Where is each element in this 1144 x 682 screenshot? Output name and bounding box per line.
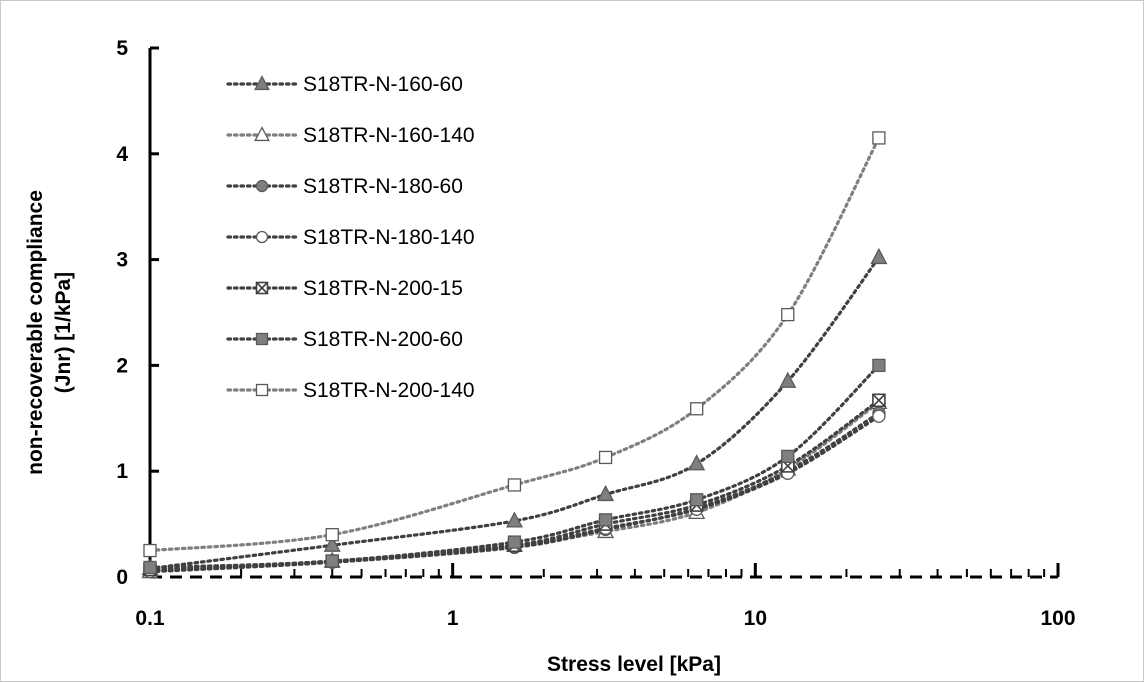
data-point-S18TR-N-160-60 (597, 484, 615, 502)
data-point-S18TR-N-200-60 (690, 493, 704, 507)
axes: 0 1 2 3 4 5 0.1 1 10 100 (116, 37, 1075, 630)
legend-label: S18TR-N-200-15 (303, 277, 463, 300)
legend-marker (255, 179, 269, 193)
data-point-S18TR-N-200-60 (143, 560, 157, 575)
data-point-S18TR-N-200-140 (872, 131, 886, 145)
data-point-S18TR-N-160-60 (870, 247, 888, 265)
data-point-S18TR-N-200-15 (872, 393, 886, 408)
y-tick-label: 0 (116, 566, 128, 589)
y-axis-title-line1: non-recoverable compliance (24, 190, 47, 475)
x-tick-label: 0.1 (135, 607, 165, 630)
y-axis-title: non-recoverable compliance (Jnr) [1/kPa] (24, 190, 75, 475)
legend-item: S18TR-N-200-140 (226, 379, 475, 402)
data-point-S18TR-N-200-60 (781, 449, 795, 464)
y-tick-label: 2 (116, 354, 128, 377)
y-tick-label: 3 (116, 249, 128, 272)
legend-marker (254, 75, 270, 91)
y-tick-label: 4 (116, 143, 128, 166)
legend: S18TR-N-160-60 S18TR-N-160-140 S18TR-N-180… (226, 73, 475, 402)
legend-label: S18TR-N-180-140 (303, 226, 475, 249)
marker-cross (255, 281, 269, 295)
legend-item: S18TR-N-180-60 (226, 175, 463, 198)
legend-label: S18TR-N-200-140 (303, 379, 475, 402)
legend-label: S18TR-N-200-60 (303, 328, 463, 351)
series-lines (148, 136, 881, 574)
data-point-S18TR-N-200-140 (598, 450, 613, 465)
data-point-S18TR-N-200-140 (507, 478, 522, 492)
legend-label: S18TR-N-180-60 (303, 175, 463, 198)
data-point-S18TR-N-200-60 (872, 358, 886, 373)
data-point-S18TR-N-200-140 (781, 307, 795, 322)
data-point-S18TR-N-200-140 (143, 543, 157, 558)
legend-label: S18TR-N-160-60 (303, 73, 463, 96)
x-tick-label: 1 (447, 607, 459, 630)
legend-marker (255, 332, 269, 346)
legend-item: S18TR-N-160-140 (226, 124, 475, 147)
legend-item: S18TR-N-180-140 (226, 226, 475, 249)
legend-marker (255, 230, 269, 244)
data-point-S18TR-N-160-60 (505, 511, 523, 528)
y-axis-title-line2: (Jnr) [1/kPa] (52, 272, 75, 393)
marker-cross (872, 393, 886, 407)
data-point-S18TR-N-200-140 (690, 402, 704, 416)
data-point-S18TR-N-160-60 (688, 454, 706, 471)
legend-item: S18TR-N-160-60 (226, 73, 463, 96)
x-tick-label: 100 (1040, 607, 1075, 630)
series-line-S18TR-N-200-60 (148, 363, 881, 570)
legend-item: S18TR-N-200-60 (226, 328, 463, 351)
series-points (141, 131, 888, 579)
data-point-S18TR-N-200-60 (598, 513, 613, 527)
x-axis-title: Stress level [kPa] (547, 653, 721, 676)
data-point-S18TR-N-180-140 (872, 409, 886, 423)
legend-marker (255, 383, 269, 397)
data-point-S18TR-N-200-60 (325, 554, 339, 568)
data-point-S18TR-N-160-60 (323, 535, 341, 552)
y-tick-label: 1 (116, 460, 128, 483)
legend-marker (254, 126, 270, 142)
legend-label: S18TR-N-160-140 (303, 124, 475, 147)
y-tick-label: 5 (116, 37, 128, 60)
legend-item: S18TR-N-200-15 (226, 277, 463, 300)
legend-marker (255, 281, 269, 295)
data-point-S18TR-N-160-60 (779, 371, 797, 388)
data-point-S18TR-N-200-60 (507, 535, 522, 549)
data-point-S18TR-N-200-140 (325, 528, 339, 542)
x-tick-label: 10 (744, 607, 767, 630)
